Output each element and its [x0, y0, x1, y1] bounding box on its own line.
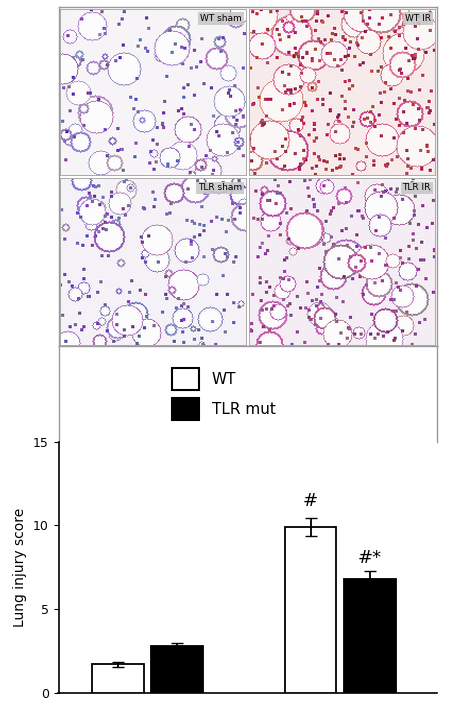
Legend: WT, TLR mut: WT, TLR mut [172, 368, 275, 420]
Bar [151, 646, 203, 693]
Bar [284, 527, 337, 693]
Y-axis label: Lung injury score: Lung injury score [14, 508, 27, 627]
Text: #: # [303, 492, 318, 510]
Bar [344, 579, 396, 693]
Text: #*: #* [358, 549, 382, 567]
Bar [92, 665, 144, 693]
